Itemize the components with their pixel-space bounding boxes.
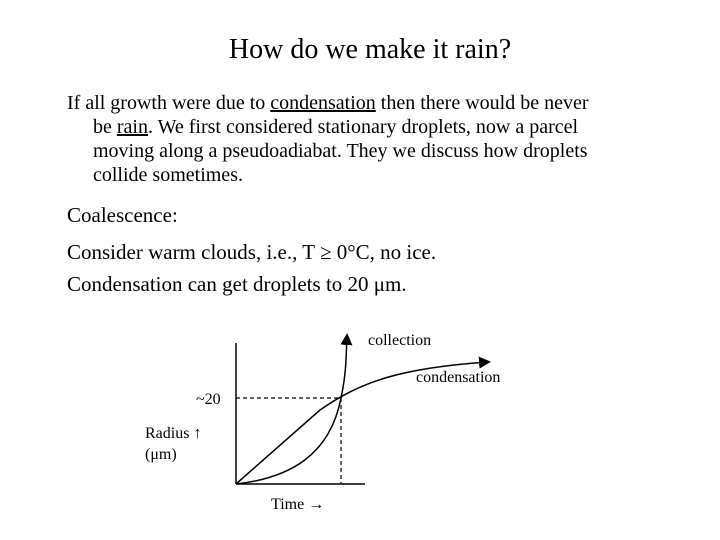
coalescence-heading: Coalescence: (67, 203, 178, 227)
condensation-term: condensation (270, 92, 376, 114)
radius-axis-label: Radius ↑ (145, 425, 201, 442)
intro-line-1: If all growth were due to condensation t… (67, 91, 667, 115)
warm-clouds-text: Consider warm clouds, i.e., T ≥ 0°C, no … (67, 240, 437, 264)
time-axis-label: Time → (271, 496, 324, 513)
intro-text: then there would be never (375, 92, 589, 114)
collection-curve (235, 333, 353, 485)
intro-text: . We first considered stationary droplet… (147, 116, 579, 138)
intro-line-2: be rain. We first considered stationary … (67, 115, 667, 139)
condensation-curve (235, 356, 491, 485)
collection-label: collection (368, 332, 431, 349)
intro-line-3: moving along a pseudoadiabat. They we di… (93, 140, 588, 162)
radius-20-label: ~20 (196, 391, 221, 408)
radius-unit-label: (μm) (145, 446, 177, 463)
intro-text: If all growth were due to (67, 92, 271, 114)
condensation-label: condensation (416, 369, 500, 386)
intro-paragraph: If all growth were due to condensation t… (67, 91, 667, 187)
rain-term: rain (116, 116, 148, 138)
condensation-limit-text: Condensation can get droplets to 20 μm. (67, 272, 407, 296)
intro-line-4: collide sometimes. (93, 164, 243, 186)
slide-title: How do we make it rain? (228, 34, 512, 65)
intro-text: be (93, 116, 117, 138)
